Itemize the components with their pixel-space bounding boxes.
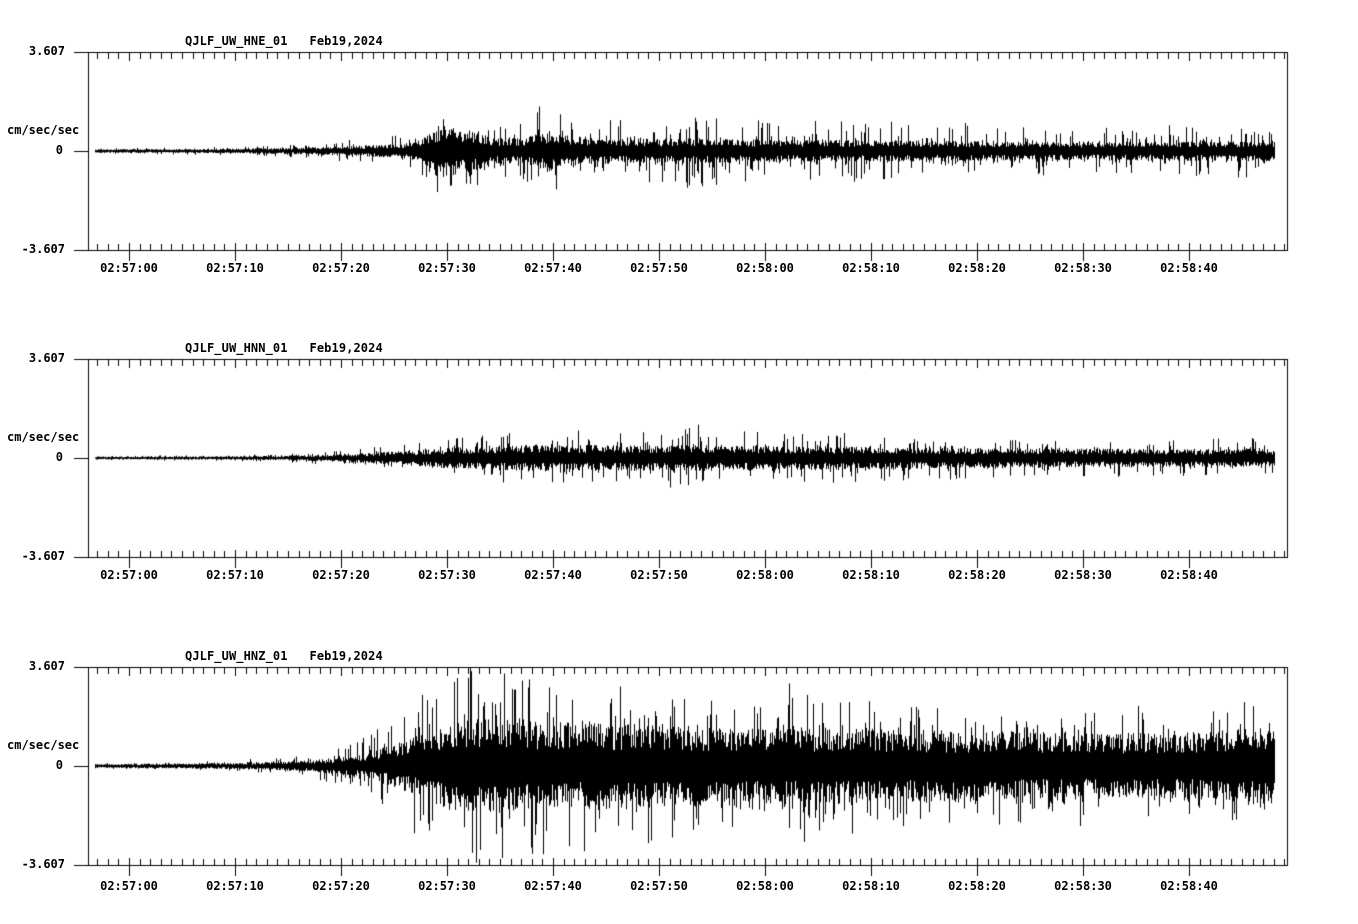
seismogram-canvas xyxy=(0,0,1358,924)
seismogram-page: { "page": { "background": "#ffffff", "tr… xyxy=(0,0,1358,924)
